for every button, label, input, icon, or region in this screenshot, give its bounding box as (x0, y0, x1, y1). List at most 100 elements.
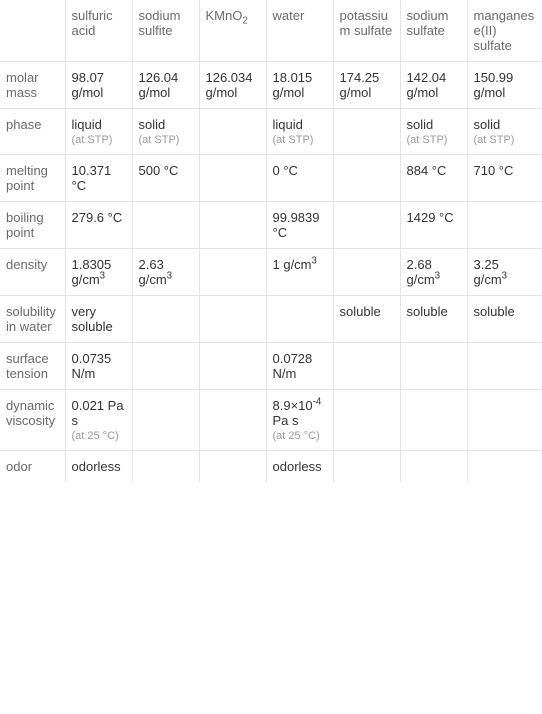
cell (333, 390, 400, 451)
cell-value: 710 °C (474, 163, 514, 178)
cell (199, 202, 266, 249)
cell (132, 202, 199, 249)
cell (400, 343, 467, 390)
header-row: sulfuric acid sodium sulfite KMnO2 water… (0, 0, 542, 62)
cell-value: liquid (72, 117, 102, 132)
header-kmno2: KMnO2 (199, 0, 266, 62)
cell (132, 343, 199, 390)
cell (132, 296, 199, 343)
cell-value: solid (474, 117, 501, 132)
table-row: odorodorlessodorless (0, 451, 542, 483)
header-sodium-sulfate: sodium sulfate (400, 0, 467, 62)
cell: 279.6 °C (65, 202, 132, 249)
cell-value: 0.0728 N/m (273, 351, 313, 381)
cell-value: 142.04 g/mol (407, 70, 447, 100)
table-row: density1.8305 g/cm32.63 g/cm31 g/cm32.68… (0, 249, 542, 296)
table-row: melting point10.371 °C 500 °C 0 °C 884 °C 71… (0, 155, 542, 202)
row-label: melting point (0, 155, 65, 202)
cell (333, 343, 400, 390)
cell-value: 18.015 g/mol (273, 70, 313, 100)
cell: solid (at STP) (467, 109, 542, 155)
cell: 150.99 g/mol (467, 62, 542, 109)
header-label: sodium sulfate (407, 8, 449, 38)
cell: very soluble (65, 296, 132, 343)
table-row: molar mass98.07 g/mol126.04 g/mol126.034… (0, 62, 542, 109)
cell (333, 202, 400, 249)
cell-value: soluble (340, 304, 381, 319)
cell: 0.0728 N/m (266, 343, 333, 390)
properties-table: sulfuric acid sodium sulfite KMnO2 water… (0, 0, 542, 482)
cell: odorless (65, 451, 132, 483)
cell (199, 451, 266, 483)
cell-value: 1429 °C (407, 210, 454, 225)
cell (467, 390, 542, 451)
cell: 142.04 g/mol (400, 62, 467, 109)
cell-value: odorless (273, 459, 322, 474)
table-row: phaseliquid(at STP)solid(at STP)liquid(a… (0, 109, 542, 155)
cell-value: 1.8305 g/cm3 (72, 257, 112, 287)
cell-note: (at 25 °C) (273, 430, 327, 442)
header-blank (0, 0, 65, 62)
row-label: boiling point (0, 202, 65, 249)
cell (199, 390, 266, 451)
header-sub: 2 (242, 16, 247, 27)
row-label: solubility in water (0, 296, 65, 343)
cell-value: soluble (474, 304, 515, 319)
cell-value: solid (407, 117, 434, 132)
cell-value: 99.9839 °C (273, 210, 320, 240)
cell (400, 451, 467, 483)
cell-value: 279.6 °C (72, 210, 123, 225)
cell (400, 390, 467, 451)
cell-value: very soluble (72, 304, 113, 334)
header-manganese-sulfate: manganese(II) sulfate (467, 0, 542, 62)
header-label: potassium sulfate (340, 8, 393, 38)
cell (132, 451, 199, 483)
cell (333, 451, 400, 483)
cell: 126.04 g/mol (132, 62, 199, 109)
cell-value: 8.9×10-4 Pa s (273, 398, 322, 428)
cell (333, 155, 400, 202)
header-label: KMnO (206, 8, 243, 23)
cell: 1.8305 g/cm3 (65, 249, 132, 296)
cell-value: 0.021 Pa s (72, 398, 124, 428)
row-label: phase (0, 109, 65, 155)
header-label: water (273, 8, 305, 23)
cell-value: 1 g/cm3 (273, 257, 317, 272)
cell-value: 3.25 g/cm3 (474, 257, 508, 287)
row-label: dynamic viscosity (0, 390, 65, 451)
cell: 10.371 °C (65, 155, 132, 202)
cell-value: liquid (273, 117, 303, 132)
table-row: solubility in watervery soluble soluble so… (0, 296, 542, 343)
cell-value: 884 °C (407, 163, 447, 178)
cell: solid(at STP) (132, 109, 199, 155)
cell: 500 °C (132, 155, 199, 202)
cell (467, 451, 542, 483)
cell: liquid (at STP) (65, 109, 132, 155)
row-label: odor (0, 451, 65, 483)
cell: soluble (333, 296, 400, 343)
cell: 98.07 g/mol (65, 62, 132, 109)
cell (199, 155, 266, 202)
cell: 0.021 Pa s(at 25 °C) (65, 390, 132, 451)
cell-value: 126.034 g/mol (206, 70, 253, 100)
cell-value: 500 °C (139, 163, 179, 178)
cell (266, 296, 333, 343)
cell: 1429 °C (400, 202, 467, 249)
cell-note: (at STP) (474, 134, 537, 146)
header-sulfuric-acid: sulfuric acid (65, 0, 132, 62)
cell: 1 g/cm3 (266, 249, 333, 296)
cell-note: (at STP) (72, 134, 126, 146)
header-label: manganese(II) sulfate (474, 8, 535, 53)
cell: 710 °C (467, 155, 542, 202)
cell (333, 109, 400, 155)
cell-value: soluble (407, 304, 448, 319)
cell: 884 °C (400, 155, 467, 202)
cell-value: 150.99 g/mol (474, 70, 514, 100)
cell (467, 343, 542, 390)
table-row: surface tension0.0735 N/m0.0728 N/m (0, 343, 542, 390)
cell-value: 0 °C (273, 163, 298, 178)
cell-note: (at STP) (139, 134, 193, 146)
cell: 99.9839 °C (266, 202, 333, 249)
cell-value: 126.04 g/mol (139, 70, 179, 100)
header-water: water (266, 0, 333, 62)
